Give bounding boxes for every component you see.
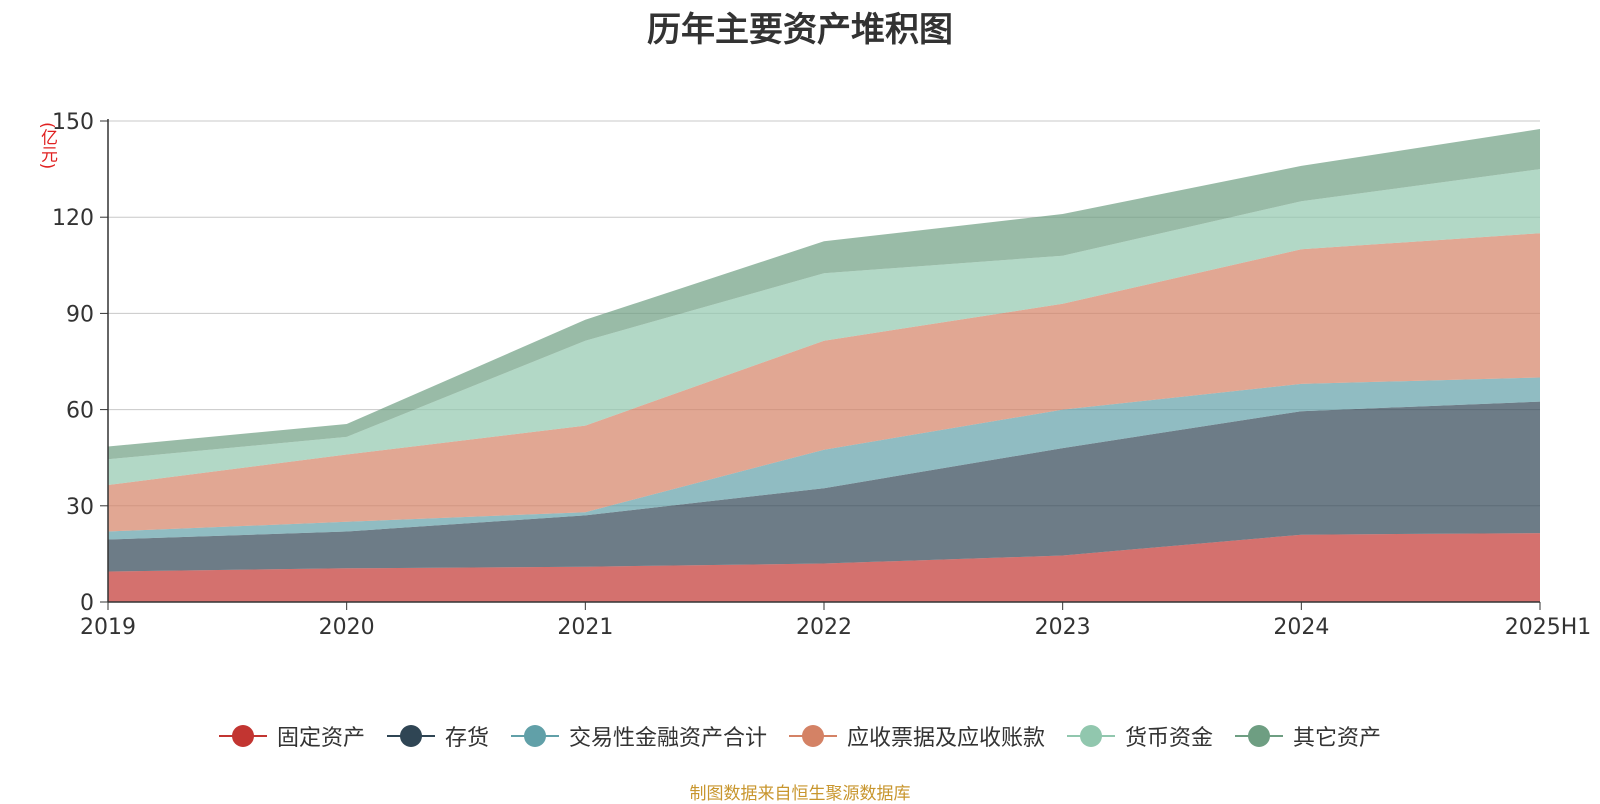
x-tick-label: 2021 <box>557 615 613 640</box>
legend-label: 货币资金 <box>1125 726 1214 751</box>
y-tick-label: 90 <box>66 302 94 327</box>
data-source-note: 制图数据来自恒生聚源数据库 <box>689 784 911 804</box>
area-series-3 <box>108 377 1540 540</box>
legend-item[interactable]: 其它资产 <box>1235 720 1381 752</box>
x-tick-label: 2019 <box>80 615 136 640</box>
legend-marker-icon <box>386 724 435 748</box>
legend: 固定资产 存货 交易性金融资产合计 应收票据及应收账款 货币资金 其它资产 <box>0 720 1600 752</box>
legend-item[interactable]: 货币资金 <box>1067 720 1213 752</box>
y-axis-unit-label: (亿元) <box>37 122 57 170</box>
y-tick-label: 120 <box>52 206 94 231</box>
legend-marker-icon <box>1067 724 1116 748</box>
legend-marker-icon <box>789 724 837 748</box>
legend-label: 应收票据及应收账款 <box>847 726 1046 751</box>
x-tick-label: 2024 <box>1273 615 1329 640</box>
stacked-area-chart: 0 30 60 90 120 150 2019 2020 2021 2022 2023 2024 202… <box>52 110 1591 640</box>
axes: 0 30 60 90 120 150 2019 2020 2021 2022 2023 2024 202… <box>52 110 1591 640</box>
y-tick-label: 0 <box>80 591 94 616</box>
legend-label: 其它资产 <box>1293 726 1382 751</box>
legend-marker-icon <box>218 724 267 748</box>
legend-marker-icon <box>1235 724 1284 748</box>
legend-item[interactable]: 应收票据及应收账款 <box>789 720 1045 752</box>
legend-label: 固定资产 <box>276 726 365 751</box>
legend-marker-icon <box>510 724 559 748</box>
legend-item[interactable]: 存货 <box>386 720 489 752</box>
legend-label: 交易性金融资产合计 <box>568 726 767 751</box>
y-tick-label: 150 <box>52 110 94 135</box>
legend-item[interactable]: 交易性金融资产合计 <box>510 720 767 752</box>
area-series-6 <box>108 129 1540 460</box>
legend-label: 存货 <box>444 726 489 751</box>
legend-item[interactable]: 固定资产 <box>218 720 365 752</box>
area-series-group <box>108 129 1540 602</box>
area-series-1 <box>108 533 1540 602</box>
x-tick-label: 2020 <box>319 615 375 640</box>
x-tick-label: 2023 <box>1035 615 1091 640</box>
area-series-5 <box>108 169 1540 485</box>
y-tick-label: 30 <box>66 495 94 520</box>
y-tick-label: 60 <box>66 399 94 424</box>
chart-title: 历年主要资产堆积图 <box>647 10 953 50</box>
x-tick-label: 2025H1 <box>1505 615 1592 640</box>
area-series-2 <box>108 401 1540 572</box>
area-series-4 <box>108 233 1540 532</box>
x-tick-label: 2022 <box>796 615 852 640</box>
